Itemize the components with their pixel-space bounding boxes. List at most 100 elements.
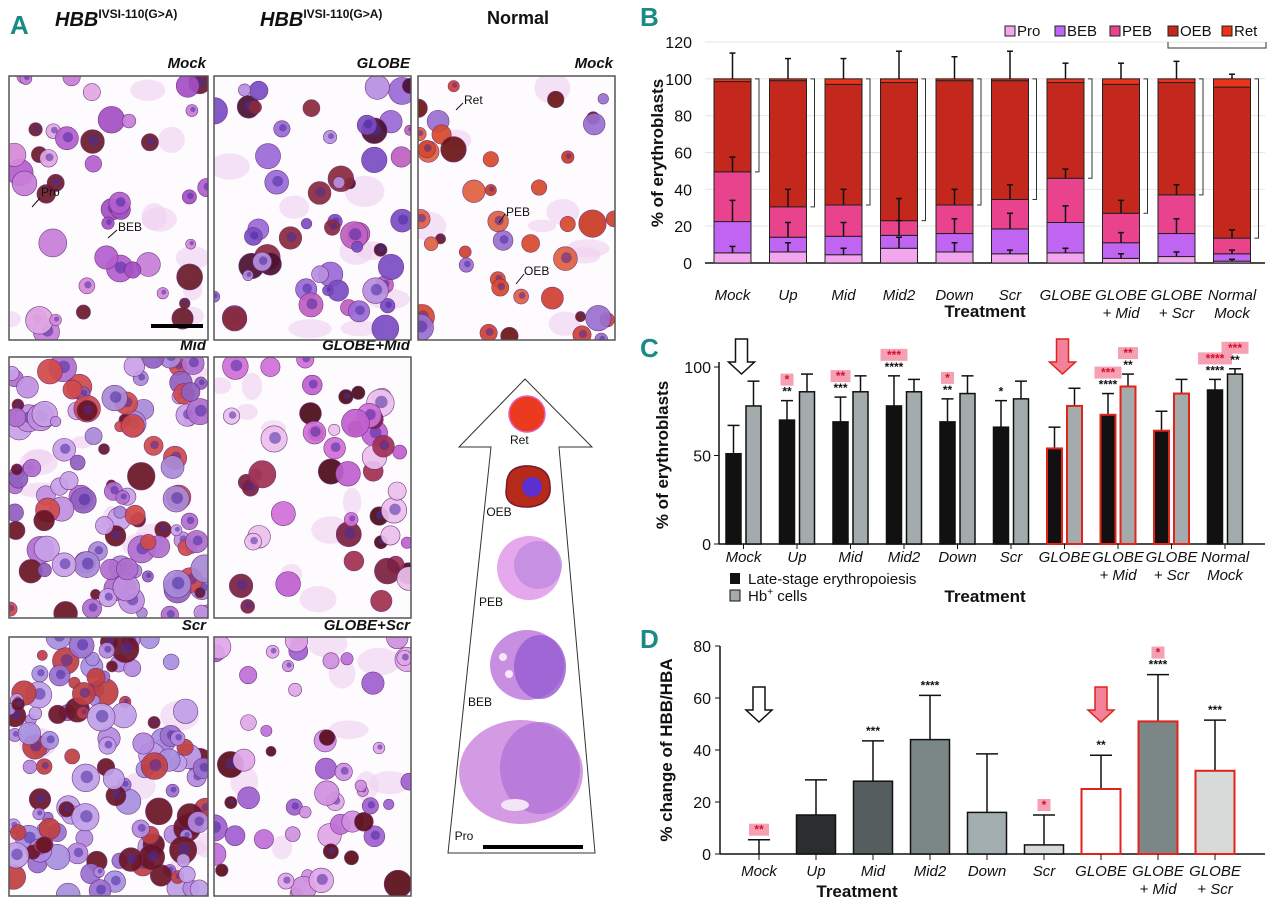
x-tick-label: + Mid [1099,567,1137,584]
background-smear [288,319,332,339]
cell [299,402,322,425]
micrograph-thal-mid-frame [8,356,209,619]
cell [597,93,609,105]
cell [116,557,139,581]
cell [222,306,248,332]
legend-swatch-ret [1221,25,1233,37]
y-tick-label: 60 [693,691,711,708]
cell [176,263,203,291]
background-smear [340,320,379,337]
cell [171,307,194,330]
bar-hb-cells [959,392,976,545]
bar-segment-ret [713,78,752,83]
cell-nucleus [23,831,36,844]
open-down-arrow-icon [744,686,774,724]
cell-nucleus [166,609,175,618]
cell [383,798,395,810]
cell [371,314,400,340]
cell [22,459,42,478]
cell [17,721,41,746]
cell [440,136,467,163]
cell [145,797,173,826]
x-axis-title: Treatment [944,587,1026,606]
bar-late-stage [832,421,849,545]
subtitle-globe: GLOBE [357,55,411,72]
panel-c-bar-chart: C % of erythroblasts Treatment Late-stag… [640,333,1265,606]
bar [966,811,1008,855]
subtitle-normal-mock: Mock [575,55,614,72]
cell-nucleus [147,137,155,146]
background-smear [527,219,557,233]
cell [237,786,260,810]
cell [344,850,359,866]
cell-nucleus [52,178,61,186]
cell-nucleus [199,762,208,772]
cell [197,178,208,197]
bar [1194,769,1236,855]
subtitle-mid: Mid [180,337,207,354]
x-tick-label: Mid2 [888,549,921,566]
stage-label-peb: PEB [479,595,503,609]
cell-nucleus [9,604,15,612]
cell-nucleus [104,740,113,749]
panel-letter-a: A [10,10,29,40]
cell-nucleus [94,545,104,555]
cell [462,179,486,203]
bar-segment-oeb [1046,82,1085,179]
x-tick-label: GLOBE [1132,863,1185,880]
cell [132,732,155,755]
cell-nucleus [269,432,281,444]
cell [121,414,145,438]
y-tick-label: 50 [693,449,711,466]
background-smear [214,377,232,394]
legend-swatch-beb [1054,25,1066,37]
cell-nucleus [150,440,159,450]
cell-nucleus [53,316,60,322]
cell-nucleus [518,292,526,299]
cell [260,357,281,377]
cell-nucleus [423,144,432,152]
bar-segment-oeb [935,80,974,206]
y-tick-label: 40 [693,743,711,760]
cell-nucleus [315,186,326,198]
bar-late-stage [725,452,742,545]
cell [59,471,79,491]
cell-nucleus [97,868,103,874]
cell [328,423,341,436]
pro-golgi [501,799,529,811]
cell-nucleus [340,766,349,775]
cell-nucleus [401,653,409,661]
cell [370,590,393,612]
cell-nucleus [494,215,504,226]
panel-b-stacked-bar-chart: B % of erythroblasts Treatment 0 20 40 60 80… [640,2,1267,322]
cell [299,805,312,819]
cell-nucleus [378,245,385,252]
significance-stars: **** [921,678,940,692]
cell-nucleus [283,876,291,884]
cell-nucleus [286,231,297,243]
significance-stars-vs-mock: *** [887,348,901,362]
cell [25,306,54,335]
significance-stars-vs-mock: *** [1101,366,1115,380]
subtitle-globe-mid: GLOBE+Mid [322,337,411,354]
cell [97,106,126,134]
cell [113,505,127,519]
column-header-mutant-globe: HBBIVSI-110(G>A) [260,7,382,31]
cell-nucleus [120,493,127,500]
background-smear [357,647,401,676]
cell [374,557,401,585]
cell [9,864,26,890]
y-axis-title: % of erythroblasts [648,79,667,227]
cell [541,286,564,310]
cell-nucleus [375,395,388,409]
x-tick-label: GLOBE [1039,549,1092,566]
significance-stars-vs-mock: * [1042,798,1047,812]
cell [36,184,56,204]
bar-segment-oeb [991,80,1029,200]
background-smear [369,771,411,795]
background-smear [307,637,348,658]
micrograph-thal-mock-frame [8,75,209,341]
cell-ret [508,395,546,433]
cell-beb [490,630,566,700]
stage-label-beb: BEB [468,695,492,709]
